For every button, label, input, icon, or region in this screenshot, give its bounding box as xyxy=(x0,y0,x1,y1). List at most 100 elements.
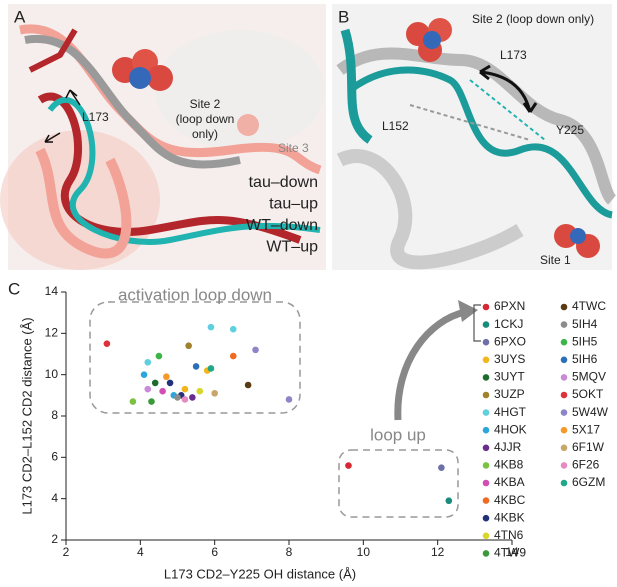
legend-label: tau–down xyxy=(249,174,318,191)
point xyxy=(211,389,218,397)
legend-label: 5W4W xyxy=(572,405,609,419)
point xyxy=(207,365,215,372)
y-tick-label: 4 xyxy=(51,491,58,505)
arrow xyxy=(394,308,466,421)
legend-label: 5MQV xyxy=(572,370,606,384)
legend-marker xyxy=(482,321,490,328)
point xyxy=(196,387,204,395)
panel-label: A xyxy=(14,7,26,26)
point xyxy=(189,394,196,401)
legend-label: 4KBC xyxy=(494,493,526,507)
x-tick-label: 4 xyxy=(137,545,144,559)
legend-label: 4JJR xyxy=(494,440,522,454)
legend-marker xyxy=(560,479,568,487)
legend-marker xyxy=(482,550,490,557)
legend-label: 5OKT xyxy=(572,387,604,401)
residue-label: L173 xyxy=(82,110,109,124)
annotation: activation loop down xyxy=(118,285,272,304)
site-label: Site 2 (loop down only) xyxy=(472,12,594,26)
legend-label: 5IH4 xyxy=(572,317,598,331)
legend-label: 3UYS xyxy=(494,352,525,366)
point xyxy=(181,396,189,403)
legend-marker xyxy=(482,303,490,311)
point xyxy=(185,342,192,350)
point xyxy=(144,358,152,366)
legend-label: 6PXN xyxy=(494,299,525,313)
point xyxy=(163,373,170,381)
x-tick-label: 6 xyxy=(211,545,218,559)
y-tick-label: 12 xyxy=(45,326,59,340)
legend-marker xyxy=(560,462,568,469)
legend-label: 5IH6 xyxy=(572,352,598,366)
site-label: Site 1 xyxy=(540,253,571,267)
point xyxy=(151,379,159,387)
legend-label: 4TW9 xyxy=(494,546,526,560)
point xyxy=(159,387,166,395)
legend-marker xyxy=(482,356,490,364)
legend-marker xyxy=(482,462,490,469)
point xyxy=(244,381,252,389)
site-label: only) xyxy=(192,127,218,141)
point xyxy=(140,371,148,378)
point xyxy=(252,346,259,354)
legend-marker xyxy=(482,426,490,434)
legend-label: 4KBA xyxy=(494,475,525,489)
panel-label: B xyxy=(338,7,349,26)
annotation: loop up xyxy=(370,425,426,444)
legend-label: 6F26 xyxy=(572,458,600,472)
point xyxy=(445,497,453,505)
panel-label: C xyxy=(8,279,20,298)
legend-label: 3UZP xyxy=(494,387,525,401)
bracket xyxy=(473,304,481,342)
legend-marker xyxy=(482,532,490,540)
residue-label: L173 xyxy=(500,48,527,62)
point xyxy=(345,462,352,469)
point xyxy=(229,325,237,333)
x-tick-label: 10 xyxy=(357,545,371,559)
legend-label: 4TN6 xyxy=(494,528,524,542)
point xyxy=(155,352,163,360)
x-axis-title: L173 CD2–Y225 OH distance (Å) xyxy=(164,566,356,581)
legend-marker xyxy=(560,321,568,328)
legend-label: 6PXO xyxy=(494,334,526,348)
legend-marker xyxy=(560,374,568,381)
legend-marker xyxy=(560,444,568,452)
point xyxy=(103,340,111,347)
point xyxy=(166,379,174,387)
region-box xyxy=(89,301,301,414)
legend-label: WT–up xyxy=(266,239,318,256)
panel-a-render xyxy=(0,4,326,270)
legend-label: WT–down xyxy=(246,217,318,234)
point xyxy=(174,394,181,401)
y-tick-label: 2 xyxy=(51,532,58,546)
y-tick-label: 8 xyxy=(51,408,58,422)
legend-label: 4HOK xyxy=(494,422,527,436)
legend-label: 4HGT xyxy=(494,405,527,419)
legend-label: 3UYT xyxy=(494,370,525,384)
legend-label: 6GZM xyxy=(572,475,605,489)
legend-label: 5X17 xyxy=(572,422,600,436)
point xyxy=(229,352,237,360)
point xyxy=(144,385,152,393)
legend-label: tau–up xyxy=(269,196,318,213)
residue-label: Y225 xyxy=(556,123,584,137)
site-label: Site 3 xyxy=(278,141,309,155)
point xyxy=(129,398,137,405)
site-label: Site 2 xyxy=(190,97,221,111)
legend-marker xyxy=(560,356,568,364)
legend-label: 4KBK xyxy=(494,510,525,524)
legend-marker xyxy=(560,426,568,434)
legend-label: 1CKJ xyxy=(494,317,523,331)
x-tick-label: 8 xyxy=(286,545,293,559)
y-axis-title: L173 CD2–L152 CD2 distance (Å) xyxy=(19,317,34,514)
arrow-head xyxy=(458,300,478,322)
legend-marker xyxy=(482,374,490,381)
legend-marker xyxy=(482,409,490,416)
legend-marker xyxy=(482,479,490,487)
legend-marker xyxy=(482,338,490,346)
site-label: (loop down xyxy=(176,112,235,126)
legend-label: 4KB8 xyxy=(494,458,524,472)
y-tick-label: 14 xyxy=(45,284,59,298)
legend-marker xyxy=(560,391,568,399)
